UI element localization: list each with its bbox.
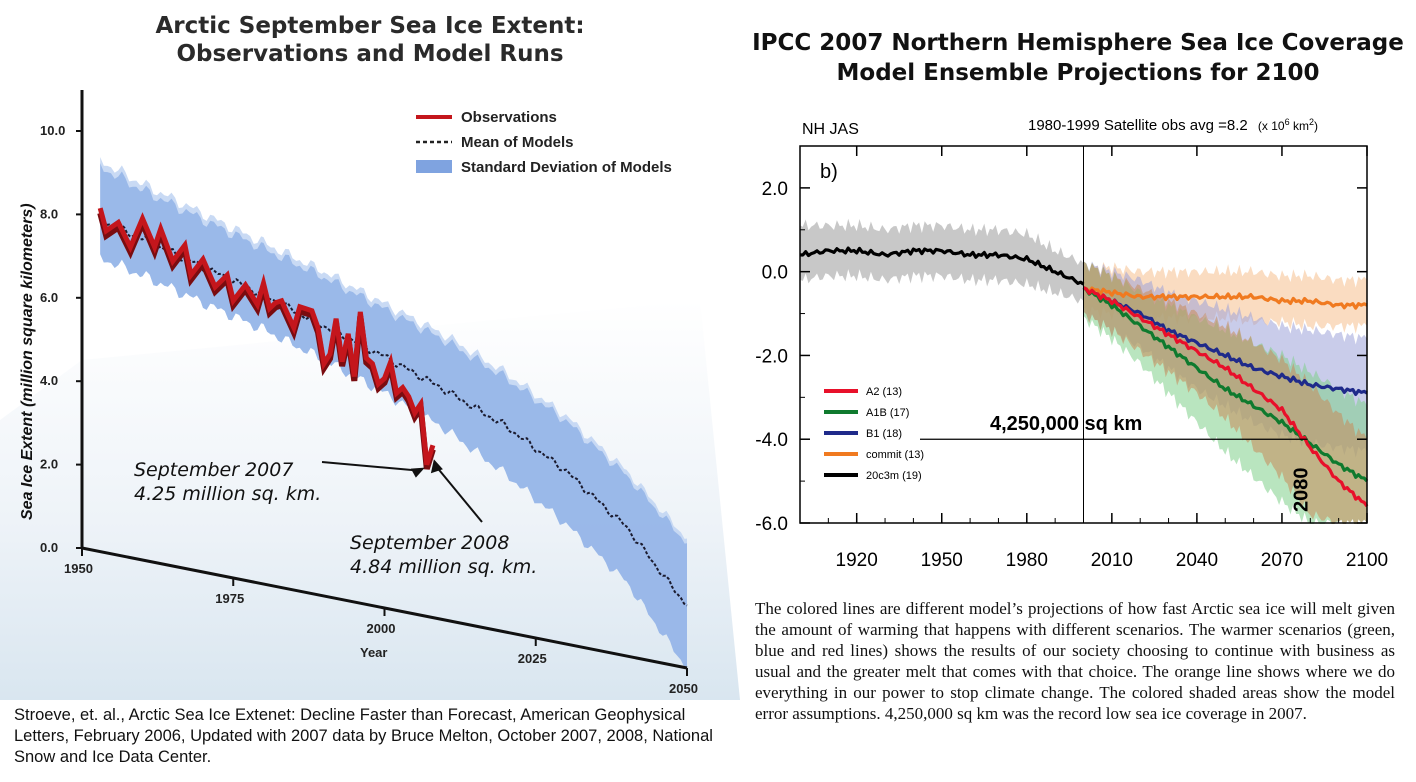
left-x-tick-label: 2050 xyxy=(669,681,698,696)
left-y-tick-label: 10.0 xyxy=(40,123,65,138)
annotation-2008-arrowhead xyxy=(430,459,443,474)
left-chart-svg: 0.0 2.0 4.0 6.0 8.0 10.0 1950 1975 2000 2025 2050 Y… xyxy=(0,90,740,700)
observations-line xyxy=(97,207,436,466)
left-x-axis-label: Year xyxy=(360,645,387,660)
left-y-tick-label: 4.0 xyxy=(40,373,58,388)
legend-std-swatch xyxy=(416,160,452,173)
legend-observations-label: Observations xyxy=(461,109,557,126)
legend-label-commit: commit (13) xyxy=(866,449,924,461)
right-chart-panel: IPCC 2007 Northern Hemisphere Sea Ice Co… xyxy=(740,0,1416,782)
year-2080-label: 2080 xyxy=(1290,468,1312,513)
left-y-tick-label: 0.0 xyxy=(40,540,58,555)
right-x-tick-label: 1980 xyxy=(1006,550,1048,571)
left-x-tick-label: 2000 xyxy=(367,621,396,636)
legend-mean-label: Mean of Models xyxy=(461,134,574,151)
annotation-2008-arrow xyxy=(436,466,483,523)
left-citation: Stroeve, et. al., Arctic Sea Ice Extenet… xyxy=(14,706,713,766)
panel-letter: b) xyxy=(820,161,838,183)
left-x-tick-label: 2025 xyxy=(518,651,547,666)
legend-label-a2: A2 (13) xyxy=(866,386,902,398)
right-chart-svg: NH JAS 1980-1999 Satellite obs avg =8.2 … xyxy=(755,117,1388,584)
left-y-tick-label: 6.0 xyxy=(40,290,58,305)
legend-std-label: Standard Deviation of Models xyxy=(461,159,672,176)
series-a1b-line xyxy=(1082,286,1369,483)
ice-background xyxy=(0,300,740,700)
record-low-label: 4,250,000 sq km xyxy=(990,413,1142,435)
panel-label-right: 1980-1999 Satellite obs avg =8.2 (x 106 … xyxy=(1028,117,1318,134)
legend-label-a1b: A1B (17) xyxy=(866,407,909,419)
right-title-line2: Model Ensemble Projections for 2100 xyxy=(836,60,1320,86)
series-commit-line xyxy=(1083,286,1368,310)
annotation-2007-arrow xyxy=(321,461,419,472)
series-20c3m-line xyxy=(799,246,1085,286)
right-caption: The colored lines are different model’s … xyxy=(755,599,1395,723)
band-20c3m xyxy=(800,218,1084,304)
right-x-tick-label: 2010 xyxy=(1091,550,1133,571)
left-title-line1: Arctic September Sea Ice Extent: xyxy=(155,13,585,39)
legend-label-b1: B1 (18) xyxy=(866,428,902,440)
left-y-tick-label: 8.0 xyxy=(40,206,58,221)
right-x-tick-label: 1920 xyxy=(836,550,878,571)
annotation-2008-line2: 4.84 million sq. km. xyxy=(350,556,537,578)
annotation-2007-line1: September 2007 xyxy=(134,459,293,481)
right-title-line1: IPCC 2007 Northern Hemisphere Sea Ice Co… xyxy=(752,30,1404,56)
plot-clip xyxy=(798,524,1369,584)
annotation-2008-line1: September 2008 xyxy=(350,532,509,554)
annotation-2007-line2: 4.25 million sq. km. xyxy=(134,483,321,505)
left-title-line2: Observations and Model Runs xyxy=(176,41,564,67)
right-x-tick-label: 2070 xyxy=(1261,550,1303,571)
panel-label-left: NH JAS xyxy=(802,121,859,138)
right-y-tick-label: 0.0 xyxy=(762,263,788,284)
left-x-tick-label: 1950 xyxy=(64,561,93,576)
right-x-tick-label: 2040 xyxy=(1176,550,1218,571)
series-a2-line xyxy=(1082,286,1369,508)
series-b1-line xyxy=(1082,286,1368,396)
left-y-tick-label: 2.0 xyxy=(40,457,58,472)
left-y-axis-label: Sea Ice Extent (million square kilometer… xyxy=(19,203,36,520)
left-chart-panel: Arctic September Sea Ice Extent: Observa… xyxy=(0,12,740,766)
right-x-tick-label: 1950 xyxy=(921,550,963,571)
right-y-tick-label: -4.0 xyxy=(755,430,788,451)
right-x-tick-label: 2100 xyxy=(1346,550,1388,571)
annotation-2007-arrowhead xyxy=(410,467,425,478)
right-y-tick-label: -6.0 xyxy=(755,514,788,535)
right-y-tick-label: -2.0 xyxy=(755,346,788,367)
left-x-tick-label: 1975 xyxy=(215,591,244,606)
left-chart-title: Arctic September Sea Ice Extent: Observa… xyxy=(60,12,680,68)
right-y-tick-label: 2.0 xyxy=(762,179,788,200)
legend-label-20c3m: 20c3m (19) xyxy=(866,470,922,482)
right-chart-title: IPCC 2007 Northern Hemisphere Sea Ice Co… xyxy=(740,28,1416,88)
